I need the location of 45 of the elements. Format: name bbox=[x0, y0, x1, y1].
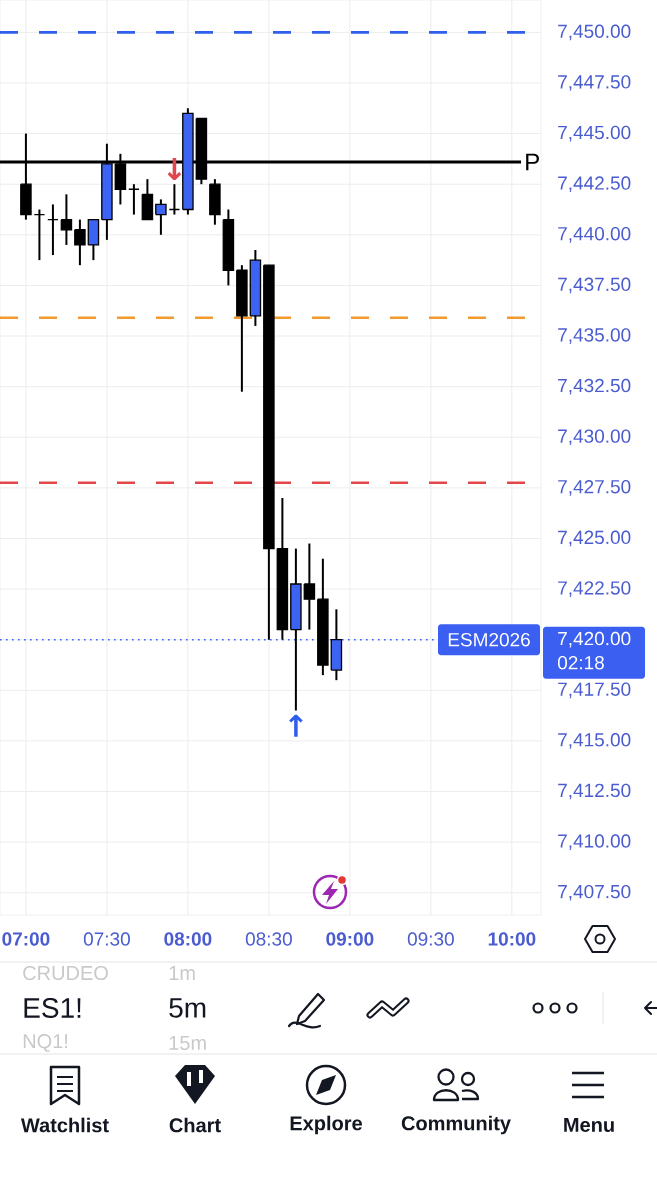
y-tick-label: 7,440.00 bbox=[558, 226, 631, 243]
y-tick-label: 7,432.50 bbox=[558, 378, 631, 395]
x-tick-label: 09:00 bbox=[326, 932, 374, 946]
y-tick-label: 7,450.00 bbox=[558, 24, 631, 41]
x-tick-label: 08:30 bbox=[245, 932, 292, 946]
text: 5m bbox=[169, 998, 206, 1018]
x-tick-label: 08:00 bbox=[164, 932, 212, 946]
text: 02:18 bbox=[557, 655, 604, 670]
y-tick-label: 7,415.00 bbox=[558, 733, 631, 749]
ref-line-label: P bbox=[526, 153, 539, 171]
x-tick-label: 07:30 bbox=[83, 932, 130, 946]
y-tick-label: 7,447.50 bbox=[558, 75, 631, 91]
y-tick-label: 7,427.50 bbox=[558, 480, 631, 496]
y-tick-label: 7,420.00 bbox=[558, 631, 631, 648]
text: Community bbox=[401, 1115, 511, 1135]
y-tick-label: 7,410.00 bbox=[558, 834, 631, 850]
text: Explore bbox=[290, 1115, 362, 1135]
text: ES1! bbox=[24, 998, 81, 1018]
text: Menu bbox=[564, 1118, 614, 1132]
annotation: ↑ bbox=[289, 714, 303, 737]
candlestick bbox=[168, 183, 181, 216]
ref-line-label: ESM2026 bbox=[448, 632, 530, 647]
candlestick bbox=[303, 542, 316, 631]
y-tick-label: 7,417.50 bbox=[558, 682, 631, 699]
y-tick-label: 7,412.50 bbox=[558, 783, 631, 800]
candlestick bbox=[33, 208, 46, 262]
candlestick bbox=[60, 193, 73, 246]
candlestick bbox=[155, 198, 167, 236]
annotation: ↓ bbox=[167, 158, 182, 181]
text: Chart bbox=[169, 1117, 221, 1133]
y-tick-label: 7,407.50 bbox=[558, 884, 631, 901]
y-tick-label: 7,435.00 bbox=[558, 328, 631, 344]
y-tick-label: 7,425.00 bbox=[558, 530, 631, 547]
candlestick bbox=[128, 183, 140, 216]
y-tick-label: 7,430.00 bbox=[558, 429, 631, 446]
y-tick-label: 7,442.50 bbox=[558, 176, 631, 193]
x-tick-label: 10:00 bbox=[488, 932, 536, 946]
y-tick-label: 7,445.00 bbox=[558, 125, 631, 142]
y-tick-label: 7,422.50 bbox=[558, 581, 631, 597]
x-tick-label: 07:00 bbox=[2, 932, 50, 946]
y-tick-label: 7,437.50 bbox=[558, 277, 631, 294]
candlestick bbox=[74, 218, 86, 267]
candlestick bbox=[47, 203, 59, 257]
text: Watchlist bbox=[20, 1117, 109, 1133]
x-tick-label: 09:30 bbox=[407, 932, 454, 946]
